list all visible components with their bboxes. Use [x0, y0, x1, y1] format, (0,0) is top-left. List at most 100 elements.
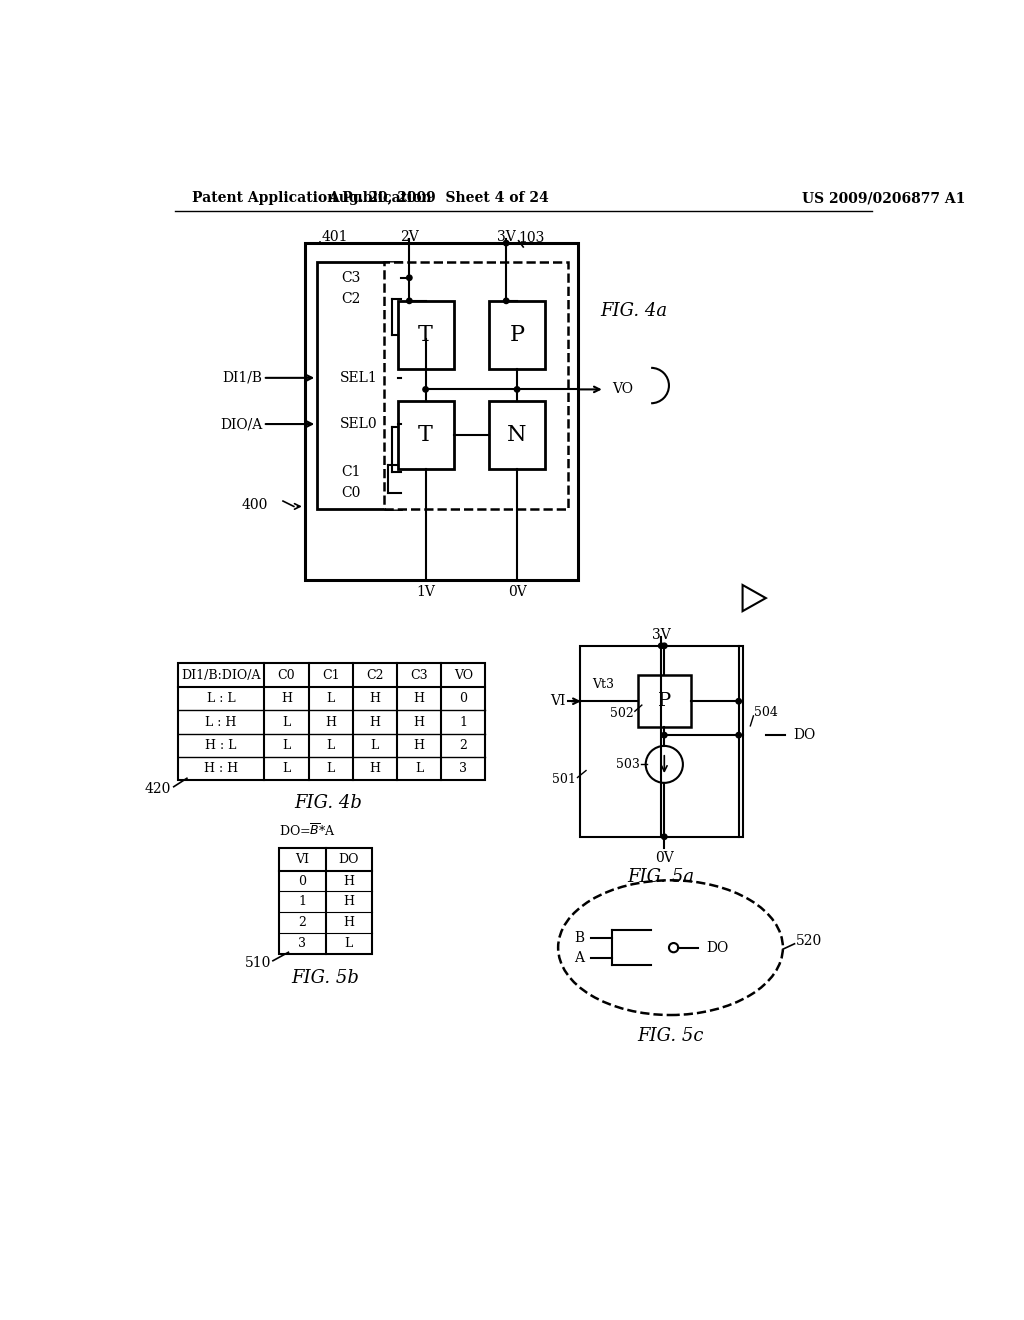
- Bar: [384, 263, 568, 508]
- Text: 2V: 2V: [400, 230, 419, 244]
- Text: H: H: [370, 762, 380, 775]
- Circle shape: [662, 643, 667, 648]
- Text: 503: 503: [615, 758, 640, 771]
- Text: L: L: [283, 739, 291, 751]
- Bar: [397, 301, 454, 368]
- Text: H: H: [414, 693, 425, 705]
- Bar: [317, 263, 400, 508]
- Text: 2: 2: [459, 739, 467, 751]
- Bar: [305, 243, 578, 581]
- Text: H: H: [343, 895, 354, 908]
- Text: DO=$\overline{B}$*A: DO=$\overline{B}$*A: [280, 822, 336, 838]
- Circle shape: [736, 733, 741, 738]
- Text: C3: C3: [342, 271, 360, 285]
- Text: H: H: [370, 715, 380, 729]
- Circle shape: [658, 643, 664, 648]
- Text: 504: 504: [755, 705, 778, 718]
- Text: T: T: [418, 424, 433, 446]
- Text: FIG. 4a: FIG. 4a: [601, 302, 668, 319]
- Text: L: L: [283, 762, 291, 775]
- Text: 3V: 3V: [652, 628, 671, 642]
- Text: VO: VO: [454, 668, 473, 681]
- Text: L: L: [283, 715, 291, 729]
- Text: US 2009/0206877 A1: US 2009/0206877 A1: [802, 191, 966, 206]
- Text: 2: 2: [298, 916, 306, 929]
- Bar: [638, 675, 690, 727]
- Text: A: A: [574, 950, 585, 965]
- Text: P: P: [510, 323, 524, 346]
- Text: C0: C0: [342, 486, 360, 500]
- Text: H: H: [370, 693, 380, 705]
- Circle shape: [423, 387, 428, 392]
- Text: DIO/A: DIO/A: [220, 417, 262, 432]
- Text: H: H: [343, 916, 354, 929]
- Bar: [177, 663, 485, 780]
- Text: 400: 400: [241, 498, 267, 512]
- Text: L: L: [327, 693, 335, 705]
- Text: VI: VI: [551, 694, 566, 709]
- Bar: [280, 847, 372, 954]
- Bar: [489, 301, 545, 368]
- Text: C2: C2: [342, 292, 360, 306]
- Text: 1V: 1V: [416, 585, 435, 599]
- Text: 420: 420: [145, 781, 171, 796]
- Text: L : L: L : L: [207, 693, 236, 705]
- Text: SEL0: SEL0: [340, 417, 378, 432]
- Circle shape: [514, 387, 520, 392]
- Text: DI1/B: DI1/B: [222, 371, 262, 385]
- Text: FIG. 5a: FIG. 5a: [628, 867, 694, 886]
- Circle shape: [662, 834, 667, 840]
- Text: FIG. 5b: FIG. 5b: [292, 969, 359, 987]
- Text: 3: 3: [459, 762, 467, 775]
- Bar: [580, 645, 742, 837]
- Text: T: T: [418, 323, 433, 346]
- Text: Aug. 20, 2009  Sheet 4 of 24: Aug. 20, 2009 Sheet 4 of 24: [328, 191, 549, 206]
- Text: 0V: 0V: [655, 851, 674, 866]
- Circle shape: [407, 298, 412, 304]
- Text: VI: VI: [295, 853, 309, 866]
- Text: L : H: L : H: [206, 715, 237, 729]
- Text: 3: 3: [298, 937, 306, 950]
- Text: C0: C0: [278, 668, 295, 681]
- Text: L: L: [345, 937, 353, 950]
- Text: Patent Application Publication: Patent Application Publication: [191, 191, 431, 206]
- Text: H : L: H : L: [206, 739, 237, 751]
- Text: H: H: [281, 693, 292, 705]
- Text: C2: C2: [367, 668, 384, 681]
- Text: L: L: [371, 739, 379, 751]
- Circle shape: [736, 698, 741, 704]
- Text: 103: 103: [518, 231, 545, 244]
- Circle shape: [662, 733, 667, 738]
- Text: P: P: [657, 692, 671, 710]
- Text: DO: DO: [339, 853, 359, 866]
- Text: 1: 1: [459, 715, 467, 729]
- Text: DO: DO: [793, 729, 815, 742]
- Text: C1: C1: [322, 668, 340, 681]
- Bar: [489, 401, 545, 469]
- Text: H: H: [414, 739, 425, 751]
- Text: 401: 401: [322, 230, 348, 244]
- Text: 520: 520: [796, 935, 822, 949]
- Text: H: H: [343, 875, 354, 887]
- Text: 501: 501: [552, 774, 575, 787]
- Text: DO: DO: [707, 941, 728, 954]
- Text: FIG. 4b: FIG. 4b: [294, 793, 361, 812]
- Text: 3V: 3V: [497, 230, 515, 244]
- Text: H: H: [414, 715, 425, 729]
- Text: C1: C1: [341, 465, 360, 479]
- Circle shape: [407, 275, 412, 280]
- Text: Vt3: Vt3: [592, 677, 614, 690]
- Bar: [397, 401, 454, 469]
- Text: 510: 510: [245, 956, 271, 970]
- Circle shape: [504, 298, 509, 304]
- Text: 0: 0: [459, 693, 467, 705]
- Text: L: L: [327, 762, 335, 775]
- Text: 502: 502: [610, 708, 634, 721]
- Text: SEL1: SEL1: [340, 371, 378, 385]
- Text: 0V: 0V: [508, 585, 526, 599]
- Text: B: B: [574, 931, 585, 945]
- Text: FIG. 5c: FIG. 5c: [637, 1027, 703, 1045]
- Text: L: L: [415, 762, 423, 775]
- Text: DI1/B:DIO/A: DI1/B:DIO/A: [181, 668, 261, 681]
- Text: 1: 1: [298, 895, 306, 908]
